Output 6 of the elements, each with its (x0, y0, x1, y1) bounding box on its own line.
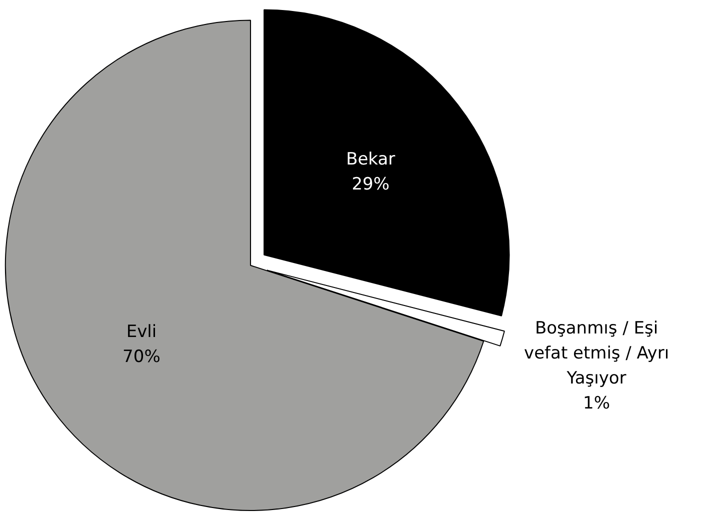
slice-label: Evli (126, 322, 157, 342)
data-label: 29% (352, 174, 390, 195)
data-label: 70% (122, 347, 160, 368)
slice-label: Boşanmış / Eşi vefat etmiş / Ayrı Yaşıyor (524, 318, 670, 388)
slice-label: Bekar (346, 150, 396, 170)
data-label: 1% (583, 394, 610, 414)
